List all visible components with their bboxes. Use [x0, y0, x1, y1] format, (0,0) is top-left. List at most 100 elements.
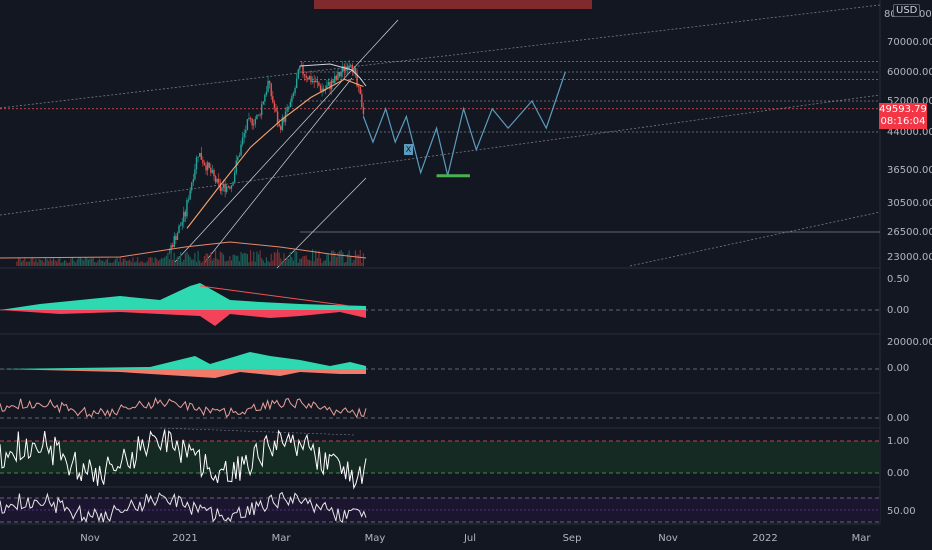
- candle-body: [253, 123, 255, 126]
- candle-body: [245, 129, 247, 134]
- volume-bar: [175, 262, 177, 266]
- candle-body: [195, 157, 198, 170]
- candle-body: [184, 211, 187, 217]
- volume-bar: [30, 258, 32, 266]
- time-axis-tick: Mar: [852, 533, 872, 544]
- volume-bar: [264, 262, 266, 266]
- candle-body: [178, 225, 180, 234]
- indicator-pane-2[interactable]: [0, 352, 880, 378]
- indicator-pane-5[interactable]: [0, 491, 880, 524]
- volume-bar: [40, 260, 42, 266]
- candle-body: [273, 102, 276, 109]
- volume-bar: [338, 250, 341, 266]
- volume-bar: [205, 253, 207, 266]
- volume-bar: [248, 262, 250, 266]
- volume-bar: [242, 253, 244, 266]
- volume-bar: [124, 258, 126, 266]
- volume-bar: [276, 249, 279, 266]
- volume-bar: [270, 254, 272, 266]
- volume-bar: [259, 250, 261, 266]
- volume-bar: [60, 262, 62, 266]
- volume-bar: [316, 258, 318, 266]
- volume-bar: [324, 260, 326, 266]
- candle-body: [315, 80, 317, 83]
- volume-bar: [165, 255, 167, 266]
- candle-body: [257, 114, 260, 116]
- volume-bar: [78, 257, 80, 266]
- candle-body: [340, 72, 342, 77]
- volume-bar: [137, 257, 139, 266]
- candle-body: [194, 169, 196, 180]
- indicator-pane-3[interactable]: [0, 396, 880, 419]
- projection-zigzag: [362, 71, 566, 176]
- candle-body: [187, 199, 190, 201]
- candlesticks[interactable]: [168, 60, 365, 255]
- divergence-line: [159, 427, 356, 436]
- time-axis[interactable]: Nov 2021 Mar May Jul Sep Nov 2022 Mar: [80, 533, 871, 544]
- volume-bar: [162, 258, 164, 266]
- volume-bar: [98, 258, 101, 266]
- indicator-pane-1[interactable]: [0, 283, 880, 326]
- volume-bar: [299, 258, 301, 266]
- indicator-pane-4[interactable]: [0, 427, 880, 490]
- price-axis-tick: 1.00: [887, 436, 909, 447]
- candle-body: [219, 182, 222, 191]
- volume-bar: [100, 260, 102, 266]
- price-projection[interactable]: [362, 71, 566, 178]
- candle-body: [210, 167, 212, 173]
- price-axis-tick: 20000.00: [887, 337, 932, 348]
- horizontal-levels: [0, 61, 880, 233]
- volume-bar: [63, 260, 66, 266]
- volume-bar: [292, 260, 295, 266]
- volume-bar: [261, 258, 263, 266]
- volume-bar: [362, 253, 365, 266]
- oscillator-line: [0, 429, 367, 490]
- currency-badge[interactable]: USD: [893, 4, 921, 17]
- flow-positive-area: [0, 352, 366, 369]
- volume-bar: [148, 257, 150, 266]
- price-axis-tick: 60000.00: [887, 67, 932, 78]
- candle-body: [291, 96, 293, 102]
- time-axis-tick: Nov: [658, 533, 678, 544]
- candle-body: [332, 80, 334, 83]
- candle-body: [208, 162, 210, 168]
- candle-body: [308, 76, 311, 80]
- volume-bar: [135, 261, 137, 266]
- moving-average-volume: [0, 241, 367, 259]
- candle-body: [181, 221, 183, 226]
- volume-bar: [168, 259, 171, 266]
- oscillator-positive-area: [0, 283, 366, 310]
- volume-bar: [210, 252, 212, 266]
- candle-body: [335, 75, 338, 80]
- volume-bar: [89, 258, 91, 266]
- volume-bar: [332, 250, 334, 266]
- volume-bar: [41, 260, 43, 266]
- candle-body: [203, 163, 206, 166]
- volume-bar: [116, 257, 118, 266]
- lower-channel-line: [629, 211, 881, 267]
- volume-bar: [308, 260, 310, 266]
- volume-bar: [38, 259, 40, 266]
- candle-body: [176, 233, 179, 240]
- volume-bar: [51, 260, 53, 266]
- candle-body: [211, 170, 214, 173]
- time-axis-tick: Mar: [272, 533, 292, 544]
- candle-body: [224, 183, 226, 192]
- volume-bar: [337, 252, 339, 266]
- price-axis[interactable]: 80000.0070000.0060000.0052000.0044000.00…: [884, 9, 932, 517]
- volume-bar: [216, 258, 218, 266]
- volume-bar: [48, 260, 50, 266]
- volume-bar: [284, 261, 287, 266]
- candle-body: [283, 117, 285, 122]
- volume-bar: [265, 257, 268, 266]
- volume-bar: [278, 252, 280, 266]
- candle-body: [327, 82, 330, 86]
- volume-bar: [90, 258, 93, 266]
- volume-bar: [19, 258, 21, 266]
- candle-body: [170, 245, 172, 251]
- price-axis-tick: 26500.00: [887, 227, 932, 238]
- volume-bar: [300, 258, 303, 266]
- x-marker-label[interactable]: X: [404, 144, 413, 155]
- volume-bar: [208, 258, 210, 266]
